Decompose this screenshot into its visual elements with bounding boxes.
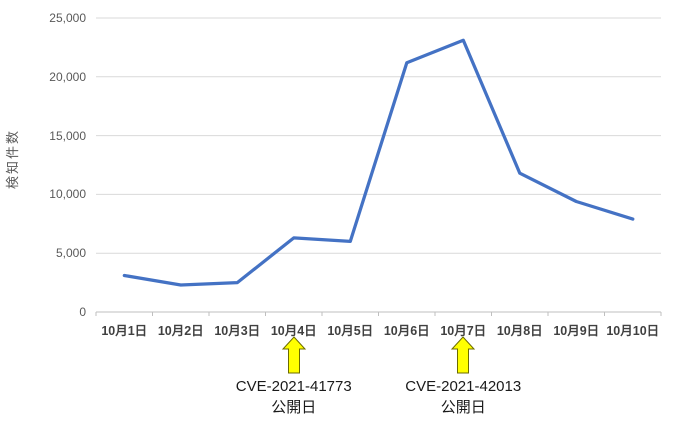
- up-arrow-icon: [281, 336, 306, 374]
- x-tick-label: 10月5日: [327, 324, 374, 338]
- data-series-line: [122, 38, 635, 287]
- x-tick-label: 10月8日: [496, 324, 543, 338]
- y-tick-label: 25,000: [49, 11, 86, 25]
- up-arrow-icon: [451, 336, 476, 374]
- x-tick-label: 10月1日: [101, 324, 148, 338]
- annotation-text: CVE-2021-42013: [405, 378, 522, 395]
- x-tick-label: 10月2日: [157, 324, 204, 338]
- y-tick-label: 5,000: [55, 246, 86, 261]
- x-tick-label: 10月6日: [383, 324, 430, 338]
- annotation-text: 公開日: [271, 399, 317, 416]
- x-tick-label: 10月10日: [606, 324, 660, 338]
- y-tick-label: 10,000: [49, 187, 86, 202]
- x-tick-label: 10月9日: [553, 324, 600, 338]
- x-tick-label: 10月4日: [270, 324, 317, 338]
- annotation-cve-2021-42013: CVE-2021-42013 公開日: [368, 336, 558, 418]
- annotation-text: 公開日: [440, 399, 486, 416]
- y-tick-label: 0: [79, 305, 86, 319]
- y-tick-label: 15,000: [49, 128, 86, 143]
- x-tick-label: 10月7日: [440, 324, 487, 338]
- y-tick-label: 20,000: [49, 69, 86, 84]
- annotation-cve-2021-41773: CVE-2021-41773 公開日: [199, 336, 389, 418]
- x-tick-label: 10月3日: [214, 324, 261, 338]
- annotation-text: CVE-2021-41773: [235, 378, 352, 395]
